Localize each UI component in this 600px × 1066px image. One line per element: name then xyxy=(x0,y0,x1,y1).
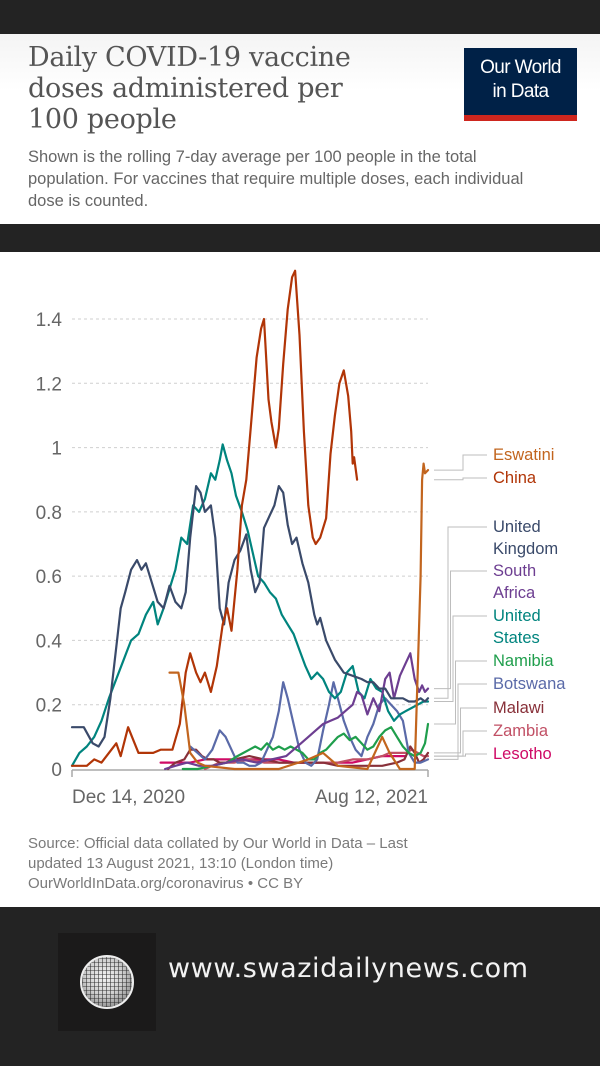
legend-label-united-kingdom: Kingdom xyxy=(493,540,558,558)
legend-label-south-africa: Africa xyxy=(493,584,536,602)
chart-title: Daily COVID-19 vaccine doses administere… xyxy=(28,42,351,135)
chart-header: Daily COVID-19 vaccine doses administere… xyxy=(0,34,600,224)
y-tick-label: 0 xyxy=(51,760,62,781)
legend-connector xyxy=(434,660,487,725)
owid-logo-line1: Our World xyxy=(480,57,561,78)
legend-connector xyxy=(434,753,487,757)
series-line-eswatini xyxy=(168,462,430,771)
source-line-3[interactable]: OurWorldInData.org/coronavirus • CC BY xyxy=(28,875,304,892)
series-line-zambia xyxy=(203,748,430,771)
legend-label-malawi: Malawi xyxy=(493,699,544,717)
legend-label-zambia: Zambia xyxy=(493,722,549,740)
y-axis-ticks: 0 0.2 0.4 0.6 0.8 1 1.2 1.4 xyxy=(36,310,63,781)
source-line-1: Source: Official data collated by Our Wo… xyxy=(28,835,408,852)
chart-card: 0 0.2 0.4 0.6 0.8 1 1.2 1.4 Dec 14, 2020 Aug 12,… xyxy=(0,252,600,907)
x-tick-label: Aug 12, 2021 xyxy=(315,787,428,808)
legend-connector xyxy=(434,570,487,690)
legend-connector xyxy=(434,707,487,754)
x-axis: Dec 14, 2020 Aug 12, 2021 xyxy=(71,769,429,808)
globe-icon xyxy=(80,955,134,1009)
footer: www.swazidailynews.com xyxy=(0,907,600,1066)
source-note: Source: Official data collated by Our Wo… xyxy=(28,834,568,894)
series-line-united-states xyxy=(70,443,430,767)
series-line-united-kingdom xyxy=(70,485,430,748)
legend-label-china: China xyxy=(493,469,537,487)
y-tick-label: 0.4 xyxy=(36,631,63,652)
legend-connector xyxy=(434,477,487,481)
y-tick-label: 0.6 xyxy=(36,567,62,588)
legend-label-united-kingdom: United xyxy=(493,518,541,536)
site-url-link[interactable]: www.swazidailynews.com xyxy=(168,953,529,984)
y-tick-label: 1.4 xyxy=(36,310,63,331)
series-line-namibia xyxy=(181,722,430,771)
legend-connector xyxy=(434,454,487,471)
y-tick-label: 0.8 xyxy=(36,503,62,524)
gridlines xyxy=(72,318,428,706)
owid-logo-line2: in Data xyxy=(492,81,549,102)
top-band xyxy=(0,0,600,34)
y-tick-label: 1 xyxy=(51,439,62,460)
series-line-china xyxy=(70,269,359,767)
legend-label-eswatini: Eswatini xyxy=(493,446,554,464)
legend-connector xyxy=(434,526,487,699)
legend-connector xyxy=(434,615,487,702)
legend-label-lesotho: Lesotho xyxy=(493,745,552,763)
y-tick-label: 1.2 xyxy=(36,374,62,395)
legend-label-united-states: States xyxy=(493,629,540,647)
mid-band xyxy=(0,224,600,252)
legend-label-botswana: Botswana xyxy=(493,675,566,693)
source-line-2: updated 13 August 2021, 13:10 (London ti… xyxy=(28,855,334,872)
legend-connector xyxy=(434,683,487,760)
legend-label-united-states: United xyxy=(493,607,541,625)
legend: Eswatini China United Kingdom South Africa Uni… xyxy=(434,446,566,763)
series-line-south-africa xyxy=(164,652,430,771)
line-chart: 0 0.2 0.4 0.6 0.8 1 1.2 1.4 Dec 14, 2020 Aug 12,… xyxy=(36,269,566,808)
owid-logo[interactable]: Our World in Data xyxy=(464,48,577,121)
owid-logo-bar xyxy=(464,115,577,121)
legend-label-namibia: Namibia xyxy=(493,652,554,670)
chart-subtitle: Shown is the rolling 7-day average per 1… xyxy=(28,148,524,210)
series-lines xyxy=(70,269,430,771)
owid-logo-text: Our World in Data xyxy=(464,56,577,104)
x-tick-label: Dec 14, 2020 xyxy=(72,787,185,808)
legend-label-south-africa: South xyxy=(493,562,536,580)
y-tick-label: 0.2 xyxy=(36,696,62,717)
footer-logo xyxy=(58,933,156,1031)
